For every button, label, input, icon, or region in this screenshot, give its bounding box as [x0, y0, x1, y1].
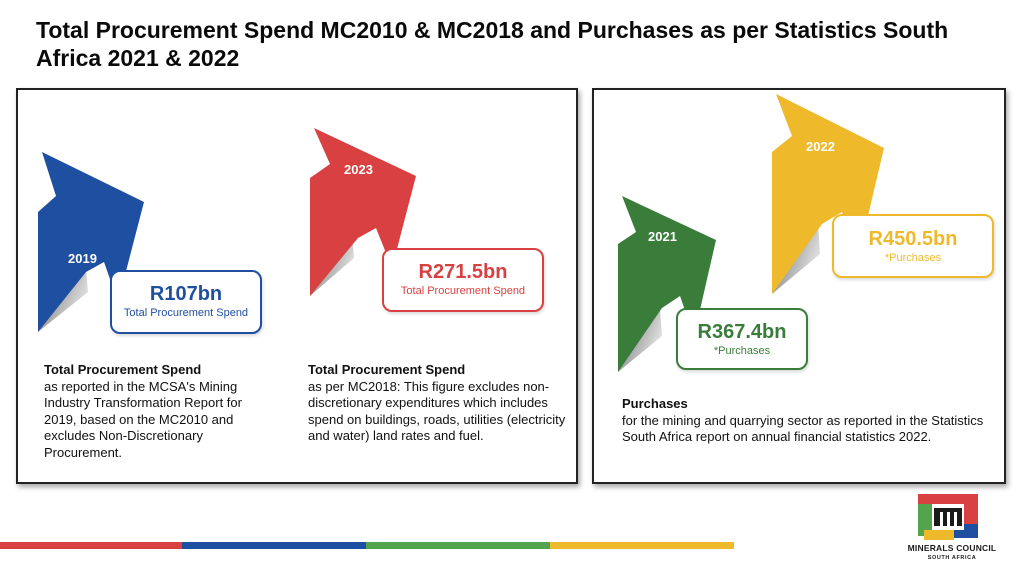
caption: *Purchases: [884, 252, 942, 264]
value-box-2023: R271.5bn Total Procurement Spend: [382, 248, 544, 312]
description-body: for the mining and quarrying sector as r…: [622, 412, 984, 445]
description-title: Total Procurement Spend: [308, 362, 466, 377]
footer-bar-red: [0, 542, 182, 549]
procurement-spend-panel: 2019 R107bn Total Procurement Spend Tota…: [16, 88, 578, 484]
value-box-2022: R450.5bn *Purchases: [832, 214, 994, 278]
description-title: Total Procurement Spend: [44, 362, 202, 377]
year-label: 2019: [68, 251, 97, 266]
footer-bar-blue: [182, 542, 366, 549]
description-body: as reported in the MCSA's Mining Industr…: [44, 378, 242, 460]
description-title: Purchases: [622, 396, 688, 411]
year-label: 2022: [806, 139, 835, 154]
year-label: 2023: [344, 162, 373, 177]
amount: R107bn: [149, 283, 223, 305]
minerals-council-logo: MINERALS COUNCIL SOUTH AFRICA: [896, 494, 1008, 568]
value-box-2021: R367.4bn *Purchases: [676, 308, 808, 370]
year-label: 2021: [648, 229, 677, 244]
description-purchases: Purchases for the mining and quarrying s…: [622, 396, 994, 446]
caption: Total Procurement Spend: [123, 307, 249, 319]
value-box-2019: R107bn Total Procurement Spend: [110, 270, 262, 334]
amount: R450.5bn: [868, 228, 958, 250]
logo-subtitle: SOUTH AFRICA: [927, 555, 977, 561]
description-2019: Total Procurement Spend as reported in t…: [44, 362, 274, 461]
amount: R367.4bn: [697, 321, 787, 343]
page-title: Total Procurement Spend MC2010 & MC2018 …: [36, 17, 949, 71]
footer-bar-yellow: [550, 542, 734, 549]
caption: Total Procurement Spend: [400, 285, 526, 297]
description-2023: Total Procurement Spend as per MC2018: T…: [308, 362, 566, 445]
amount: R271.5bn: [418, 261, 508, 283]
logo-mark-icon: [918, 494, 978, 540]
footer-bar-green: [366, 542, 550, 549]
purchases-panel: 2021 R367.4bn *Purchases 2022 R450.5bn *…: [592, 88, 1006, 484]
logo-name: MINERALS COUNCIL: [907, 543, 997, 553]
caption: *Purchases: [713, 345, 771, 357]
description-body: as per MC2018: This figure excludes non-…: [308, 378, 566, 444]
